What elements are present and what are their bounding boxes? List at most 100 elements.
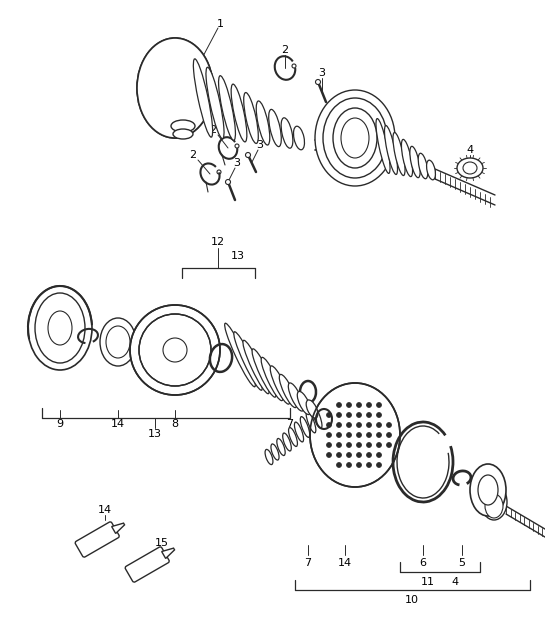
Text: 5: 5 bbox=[458, 558, 465, 568]
Ellipse shape bbox=[243, 340, 269, 394]
Ellipse shape bbox=[402, 139, 413, 176]
Ellipse shape bbox=[206, 67, 224, 139]
Ellipse shape bbox=[347, 453, 352, 458]
Ellipse shape bbox=[356, 413, 361, 418]
Ellipse shape bbox=[386, 443, 391, 448]
Ellipse shape bbox=[234, 332, 262, 390]
Ellipse shape bbox=[312, 406, 322, 428]
Ellipse shape bbox=[336, 453, 342, 458]
Ellipse shape bbox=[106, 326, 130, 358]
Text: 13: 13 bbox=[148, 429, 162, 439]
Text: 2: 2 bbox=[281, 45, 288, 55]
Ellipse shape bbox=[333, 108, 377, 168]
Ellipse shape bbox=[265, 450, 273, 465]
Ellipse shape bbox=[366, 413, 372, 418]
Ellipse shape bbox=[377, 462, 382, 467]
Ellipse shape bbox=[100, 318, 136, 366]
Text: 11: 11 bbox=[421, 577, 435, 587]
Ellipse shape bbox=[306, 411, 316, 433]
Ellipse shape bbox=[366, 443, 372, 448]
Ellipse shape bbox=[356, 423, 361, 428]
Ellipse shape bbox=[377, 443, 382, 448]
Ellipse shape bbox=[173, 129, 193, 139]
FancyBboxPatch shape bbox=[75, 522, 119, 557]
Ellipse shape bbox=[288, 428, 298, 447]
Text: 15: 15 bbox=[155, 538, 169, 548]
Ellipse shape bbox=[377, 433, 382, 438]
Ellipse shape bbox=[410, 146, 420, 178]
FancyBboxPatch shape bbox=[125, 547, 169, 582]
Ellipse shape bbox=[386, 433, 391, 438]
Ellipse shape bbox=[377, 413, 382, 418]
Ellipse shape bbox=[326, 433, 331, 438]
Ellipse shape bbox=[347, 443, 352, 448]
Ellipse shape bbox=[336, 423, 342, 428]
Ellipse shape bbox=[481, 484, 507, 520]
Ellipse shape bbox=[28, 286, 92, 370]
Ellipse shape bbox=[336, 433, 342, 438]
Text: 14: 14 bbox=[98, 505, 112, 515]
Ellipse shape bbox=[326, 423, 331, 428]
Ellipse shape bbox=[171, 120, 195, 132]
Ellipse shape bbox=[336, 413, 342, 418]
Ellipse shape bbox=[35, 293, 85, 363]
Ellipse shape bbox=[336, 462, 342, 467]
Ellipse shape bbox=[288, 383, 304, 411]
Ellipse shape bbox=[347, 462, 352, 467]
Text: 12: 12 bbox=[211, 237, 225, 247]
Ellipse shape bbox=[270, 366, 290, 404]
Ellipse shape bbox=[231, 84, 247, 142]
Ellipse shape bbox=[366, 453, 372, 458]
Ellipse shape bbox=[336, 443, 342, 448]
Ellipse shape bbox=[347, 423, 352, 428]
Ellipse shape bbox=[226, 180, 231, 185]
Ellipse shape bbox=[283, 433, 291, 451]
Ellipse shape bbox=[130, 305, 220, 395]
Ellipse shape bbox=[294, 126, 305, 150]
Ellipse shape bbox=[252, 349, 276, 397]
Ellipse shape bbox=[315, 90, 395, 186]
Ellipse shape bbox=[347, 433, 352, 438]
Ellipse shape bbox=[256, 101, 270, 145]
Ellipse shape bbox=[347, 413, 352, 418]
Ellipse shape bbox=[271, 444, 279, 460]
Ellipse shape bbox=[463, 162, 477, 174]
Ellipse shape bbox=[356, 443, 361, 448]
Text: 2: 2 bbox=[209, 125, 216, 135]
Ellipse shape bbox=[137, 38, 213, 138]
Ellipse shape bbox=[137, 38, 213, 138]
Text: 9: 9 bbox=[57, 419, 64, 429]
Ellipse shape bbox=[366, 403, 372, 408]
Ellipse shape bbox=[427, 160, 435, 180]
Text: 7: 7 bbox=[305, 558, 312, 568]
Ellipse shape bbox=[139, 314, 211, 386]
Ellipse shape bbox=[470, 464, 506, 516]
Ellipse shape bbox=[326, 413, 331, 418]
Text: 3: 3 bbox=[233, 158, 240, 168]
Text: 14: 14 bbox=[338, 558, 352, 568]
Ellipse shape bbox=[145, 46, 205, 130]
Ellipse shape bbox=[300, 416, 310, 437]
Ellipse shape bbox=[384, 126, 397, 175]
Ellipse shape bbox=[326, 443, 331, 448]
Ellipse shape bbox=[269, 109, 281, 146]
Text: 8: 8 bbox=[172, 419, 179, 429]
Ellipse shape bbox=[377, 453, 382, 458]
Ellipse shape bbox=[485, 494, 503, 518]
Ellipse shape bbox=[297, 391, 311, 414]
Ellipse shape bbox=[356, 403, 361, 408]
Ellipse shape bbox=[323, 98, 387, 178]
Ellipse shape bbox=[217, 170, 221, 174]
Text: 7: 7 bbox=[287, 419, 294, 429]
Ellipse shape bbox=[376, 119, 390, 173]
Ellipse shape bbox=[356, 433, 361, 438]
Ellipse shape bbox=[306, 400, 318, 418]
Text: 10: 10 bbox=[405, 595, 419, 605]
Ellipse shape bbox=[366, 462, 372, 467]
Ellipse shape bbox=[366, 433, 372, 438]
Ellipse shape bbox=[279, 374, 296, 408]
Text: 3: 3 bbox=[318, 68, 325, 78]
Ellipse shape bbox=[157, 63, 193, 113]
Ellipse shape bbox=[478, 475, 498, 505]
Ellipse shape bbox=[316, 80, 320, 85]
